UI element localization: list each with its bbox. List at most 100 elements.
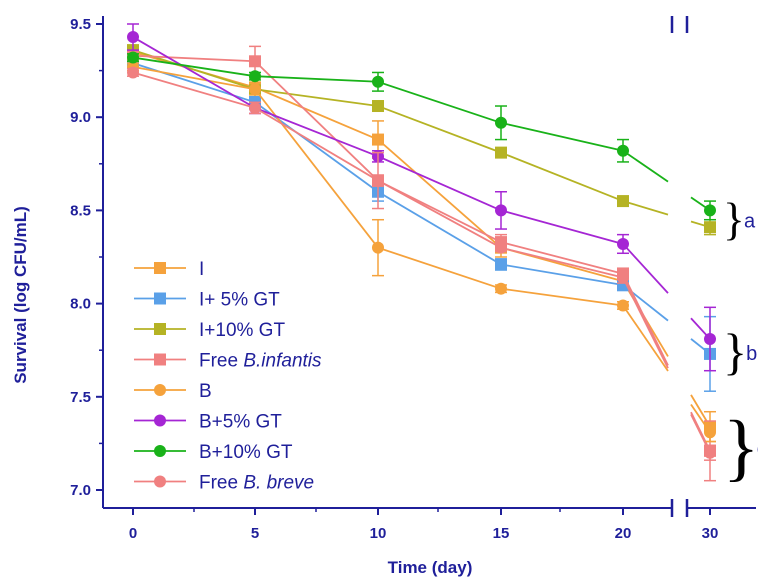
group-annotations: }a}b}c bbox=[723, 195, 758, 489]
data-point bbox=[495, 116, 507, 129]
series-line-segment bbox=[500, 263, 624, 286]
data-point bbox=[704, 446, 716, 459]
legend-marker bbox=[154, 414, 166, 427]
data-point bbox=[249, 55, 261, 68]
series-line-segment bbox=[254, 86, 379, 141]
data-point bbox=[617, 195, 629, 208]
data-point bbox=[704, 333, 716, 346]
series-line-segment bbox=[500, 241, 624, 275]
series-line-segment bbox=[132, 54, 256, 63]
data-point bbox=[249, 101, 261, 114]
x-tick-label: 0 bbox=[129, 525, 137, 542]
series-line-segment bbox=[500, 121, 624, 152]
series-line-segment bbox=[622, 150, 669, 183]
data-point bbox=[495, 282, 507, 295]
annotation-label: a bbox=[744, 211, 756, 233]
series-line-segment bbox=[377, 105, 502, 154]
legend-label: I+ 5% GT bbox=[199, 290, 280, 311]
data-point bbox=[495, 241, 507, 254]
data-point bbox=[617, 144, 629, 157]
series-line-segment bbox=[500, 151, 624, 202]
data-point bbox=[372, 174, 384, 187]
data-point bbox=[127, 31, 139, 44]
legend-marker bbox=[154, 445, 166, 457]
legend-label: B+10% GT bbox=[199, 442, 293, 463]
series-line-segment bbox=[377, 179, 502, 249]
series-line-segment bbox=[622, 304, 669, 372]
legend-marker bbox=[154, 384, 166, 396]
series-line-segment bbox=[377, 155, 502, 212]
legend-label: Free B. breve bbox=[199, 473, 314, 494]
series-line-segment bbox=[254, 88, 379, 107]
series-line-segment bbox=[622, 273, 669, 366]
series-line-segment bbox=[377, 246, 502, 290]
data-point bbox=[127, 51, 139, 64]
series-line-segment bbox=[622, 277, 669, 369]
series-line-segment bbox=[132, 65, 256, 91]
series-group bbox=[127, 57, 716, 392]
legend-label: B+5% GT bbox=[199, 412, 282, 433]
series-line-segment bbox=[500, 287, 624, 307]
data-point bbox=[704, 204, 716, 217]
x-tick-label: 30 bbox=[702, 525, 719, 542]
series-line-segment bbox=[377, 138, 502, 249]
annotation-brace: } bbox=[723, 324, 747, 380]
data-point bbox=[127, 66, 139, 79]
series-line-segment bbox=[500, 246, 624, 279]
y-tick-label: 9.0 bbox=[70, 109, 91, 126]
data-point bbox=[704, 221, 716, 234]
legend-label: I+10% GT bbox=[199, 320, 285, 341]
annotation-brace: } bbox=[723, 195, 745, 245]
data-point bbox=[372, 241, 384, 254]
series-line-segment bbox=[132, 56, 256, 78]
series-line-segment bbox=[254, 101, 379, 193]
y-tick-label: 7.0 bbox=[70, 482, 91, 499]
y-tick-label: 7.5 bbox=[70, 389, 91, 406]
y-tick-label: 8.5 bbox=[70, 202, 91, 219]
x-tick-label: 15 bbox=[493, 525, 510, 542]
annotation-brace: } bbox=[723, 406, 758, 489]
data-point bbox=[249, 83, 261, 96]
legend-marker bbox=[154, 323, 166, 335]
data-point bbox=[617, 271, 629, 284]
legend-marker bbox=[154, 353, 166, 366]
series-line-segment bbox=[132, 71, 256, 109]
y-axis-title: Survival (log CFU/mL) bbox=[11, 206, 30, 384]
y-tick-label: 9.5 bbox=[70, 16, 91, 33]
series-line-segment bbox=[622, 243, 669, 294]
series-line-segment bbox=[690, 414, 711, 454]
data-point bbox=[372, 100, 384, 113]
data-point bbox=[617, 299, 629, 312]
series-group bbox=[127, 23, 716, 372]
data-point bbox=[249, 70, 261, 83]
series-line-segment bbox=[377, 80, 502, 124]
series-line-segment bbox=[377, 190, 502, 266]
data-point bbox=[617, 237, 629, 250]
annotation-label: c bbox=[757, 438, 758, 460]
series-group bbox=[127, 51, 716, 221]
series-group bbox=[127, 66, 716, 461]
data-point bbox=[495, 258, 507, 271]
x-tick-label: 5 bbox=[251, 525, 259, 542]
data-point bbox=[495, 146, 507, 159]
series-line-segment bbox=[500, 209, 624, 245]
legend-label: Free B.infantis bbox=[199, 351, 322, 372]
x-tick-label: 20 bbox=[615, 525, 632, 542]
legend-marker bbox=[154, 292, 166, 305]
axes: 7.0 7.5 8.0 8.5 9.0 9.5 0 5 10 15 20 30 bbox=[70, 16, 756, 542]
legend-label: I bbox=[199, 259, 204, 280]
series-line-segment bbox=[254, 107, 379, 182]
series-line-segment bbox=[132, 36, 256, 109]
data-point bbox=[704, 426, 716, 439]
data-point bbox=[372, 133, 384, 146]
annotation-label: b bbox=[746, 343, 757, 365]
series-layer bbox=[127, 23, 716, 482]
legend-marker bbox=[154, 262, 166, 274]
x-axis-title: Time (day) bbox=[388, 558, 473, 577]
series-line-segment bbox=[622, 200, 669, 216]
series-group bbox=[127, 60, 716, 443]
series-line-segment bbox=[254, 75, 379, 83]
legend-label: B bbox=[199, 381, 212, 402]
x-tick-label: 10 bbox=[370, 525, 387, 542]
